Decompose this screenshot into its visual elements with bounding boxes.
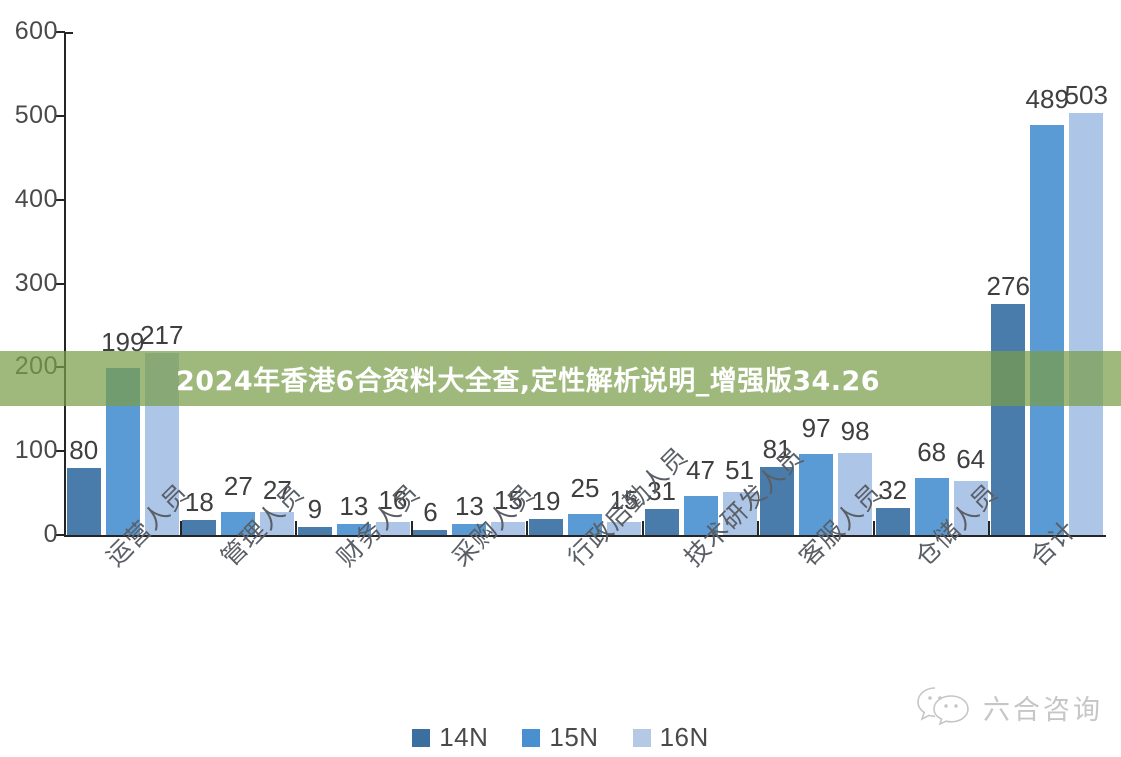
y-axis-tick-label: 0 [43, 520, 58, 548]
bar [683, 495, 718, 535]
y-axis-tick-label: 400 [14, 184, 58, 213]
bar-value-label: 276 [986, 270, 1030, 301]
bar-value-label: 503 [1064, 80, 1108, 111]
bar-value-label: 68 [917, 436, 947, 467]
bar [875, 508, 910, 535]
legend-label: 16N [659, 722, 709, 752]
bar [182, 519, 217, 535]
legend-swatch [412, 728, 431, 747]
plot-area [65, 32, 1105, 535]
y-axis-tick-label: 100 [14, 436, 58, 465]
bar [607, 522, 641, 535]
bar [221, 512, 256, 535]
y-axis-tick-label: 300 [14, 268, 58, 297]
bar [260, 512, 295, 535]
x-axis-tick [295, 521, 298, 535]
bar-value-label: 18 [184, 486, 214, 517]
y-axis-tick [55, 534, 65, 536]
bar-value-label: 217 [140, 320, 184, 351]
legend-item[interactable]: 16N [632, 722, 709, 753]
bar [297, 527, 332, 535]
legend-swatch [632, 728, 651, 747]
bar [838, 452, 873, 535]
bar [1069, 113, 1104, 535]
x-axis-tick [179, 521, 182, 535]
bar [644, 509, 679, 535]
bar-value-label: 9 [307, 494, 323, 525]
bar-value-label: 15 [493, 485, 523, 516]
x-axis-tick [641, 521, 644, 535]
x-axis-tick [410, 521, 413, 535]
bar-value-label: 489 [1025, 84, 1069, 115]
bar-value-label: 27 [223, 471, 253, 502]
bar-value-label: 13 [339, 491, 369, 522]
watermark: 六合咨询 [915, 684, 1103, 731]
y-axis-tick-label: 500 [14, 100, 58, 129]
bar [799, 453, 834, 535]
x-axis-tick [757, 521, 760, 535]
x-axis-tick [872, 521, 875, 535]
bar-value-label: 6 [423, 496, 438, 527]
x-axis-tick [526, 521, 529, 535]
bar-value-label: 47 [686, 454, 716, 485]
bar [568, 514, 602, 535]
bar-value-label: 64 [956, 444, 986, 475]
bar-value-label: 98 [840, 415, 870, 446]
y-axis-tick [55, 198, 65, 201]
legend-item[interactable]: 14N [412, 722, 488, 753]
bar-value-label: 19 [531, 486, 561, 517]
watermark-text: 六合咨询 [983, 695, 1103, 725]
legend-swatch [522, 728, 541, 747]
bar [991, 303, 1026, 535]
x-axis-line [64, 535, 1106, 537]
y-axis-tick [55, 282, 65, 285]
bar [336, 524, 371, 535]
bar [66, 467, 101, 535]
y-axis-line [64, 32, 66, 537]
bar [413, 529, 448, 535]
bar [529, 519, 563, 535]
legend-label: 14N [439, 722, 489, 752]
bar-value-label: 13 [454, 491, 484, 522]
promo-banner: 2024年香港6合资料大全查,定性解析说明_增强版34.26 [0, 351, 1121, 406]
y-axis-tick [55, 114, 65, 117]
bar-value-label: 25 [570, 473, 600, 504]
bar-value-label: 27 [262, 475, 292, 506]
legend-label: 15N [549, 722, 599, 752]
wechat-icon [915, 684, 973, 731]
y-axis-tick [55, 450, 65, 453]
chart-legend: 14N 15N 16N [0, 722, 1121, 753]
bar-value-label: 15 [609, 485, 639, 516]
bar [760, 467, 795, 535]
y-axis-tick [55, 31, 65, 33]
bar [491, 522, 526, 535]
bar [1030, 125, 1065, 535]
y-axis-tick-label: 600 [14, 17, 58, 45]
promo-banner-text: 2024年香港6合资料大全查,定性解析说明_增强版34.26 [176, 366, 881, 397]
bar [953, 481, 988, 535]
bar [914, 478, 949, 535]
bar-value-label: 80 [69, 434, 99, 465]
bar-value-label: 81 [762, 434, 792, 465]
bar [375, 521, 410, 535]
y-axis-top-cap [64, 32, 73, 34]
bar-value-label: 31 [647, 476, 677, 506]
bar [452, 524, 487, 535]
bar-value-label: 51 [725, 455, 755, 486]
legend-item[interactable]: 15N [522, 722, 598, 753]
bar-value-label: 16 [378, 484, 408, 515]
x-axis-tick [988, 521, 991, 535]
bar-value-label: 97 [801, 412, 831, 443]
bar-value-label: 32 [878, 475, 908, 506]
bar [722, 492, 757, 535]
